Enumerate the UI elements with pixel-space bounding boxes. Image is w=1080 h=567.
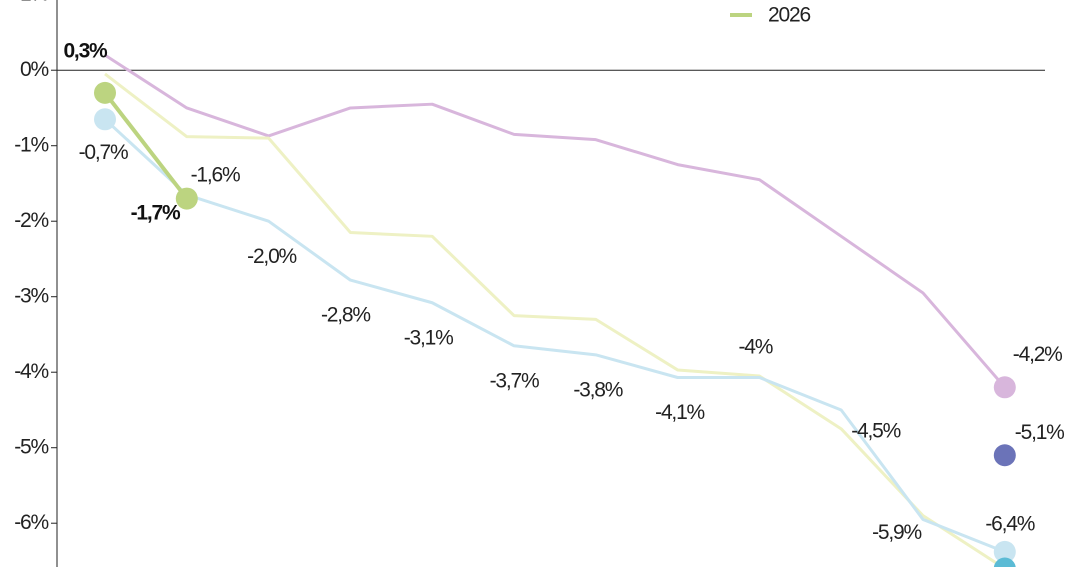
data-label: -4% [739,336,773,359]
y-tick-label: -2% [14,209,48,232]
data-label: -2,0% [247,245,296,268]
y-tick-label: -3% [14,284,48,307]
marker [993,557,1016,567]
marker [993,540,1016,563]
annotation: 0,3% [63,40,108,63]
data-label: -3,7% [490,369,539,392]
y-tick-label: -4% [14,360,48,383]
marker [175,187,198,210]
series-line [103,91,189,200]
y-tick-label: -5% [14,435,48,458]
marker [993,444,1016,467]
legend-label: 2026 [768,4,810,27]
data-label: -6,4% [985,512,1034,535]
data-label: -0,7% [79,141,128,164]
y-tick-label: -6% [14,511,48,534]
y-tick-label: 1% [20,0,48,5]
series-line [104,53,1006,389]
y-tick-label: 0% [20,58,48,81]
data-label: -2,8% [321,304,370,327]
marker [94,108,116,131]
series-line [103,118,1006,554]
data-label: -3,1% [404,326,453,349]
annotation: -1,6% [191,164,240,187]
series-line [104,72,1006,567]
marker [94,81,116,104]
data-label: -5,1% [1015,421,1064,444]
y-tick-label: -1% [14,133,48,156]
data-label: -5,9% [872,521,921,544]
marker [993,376,1016,399]
data-label: -4,1% [655,401,704,424]
annotation: -1,7% [131,202,181,225]
data-label: -3,8% [573,378,622,401]
data-label: -4,5% [851,420,900,443]
data-label: -4,2% [1013,343,1062,366]
